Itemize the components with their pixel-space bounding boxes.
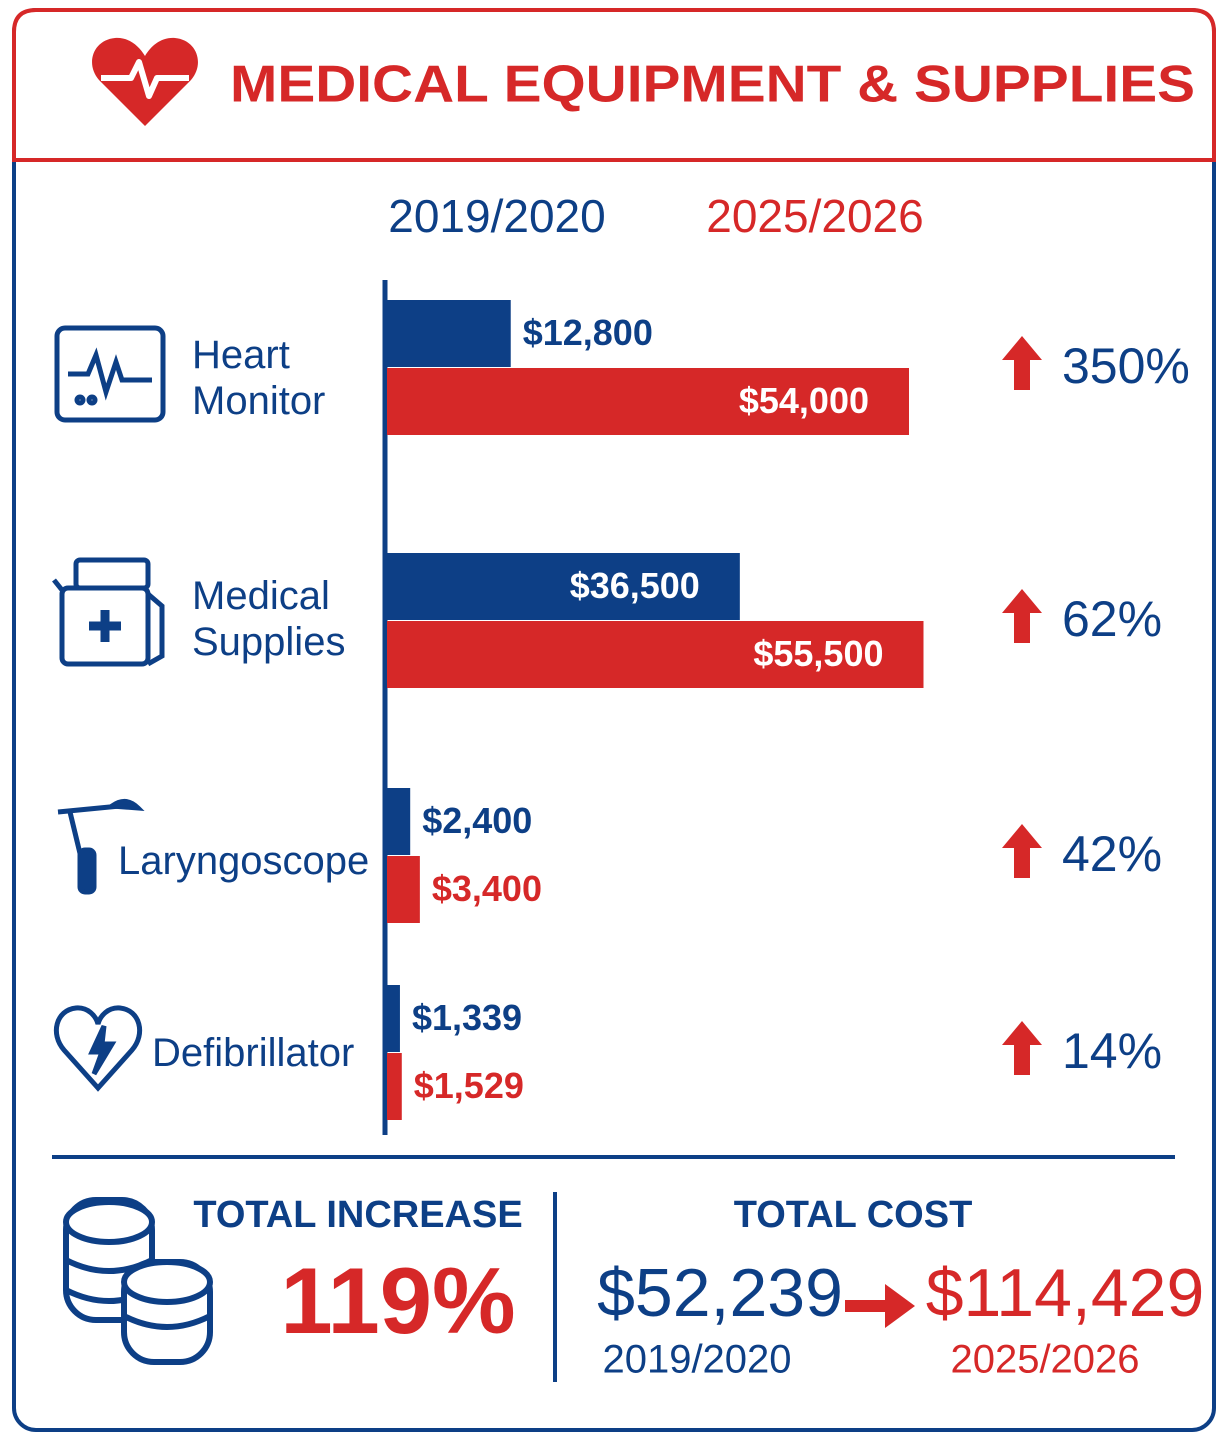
bar-value-label: $2,400 (422, 800, 532, 841)
period-label: 2025/2026 (950, 1338, 1139, 1382)
laryngoscope-icon (57, 799, 145, 895)
bar (387, 856, 420, 923)
defibrillator-icon (53, 1005, 143, 1092)
change-label: 42% (1062, 826, 1162, 882)
total-increase: 119% (280, 1248, 515, 1353)
bar-value-label: $1,339 (412, 997, 522, 1038)
bar-value-label: $12,800 (523, 312, 653, 353)
change-arrow (1002, 589, 1042, 643)
change-arrow (1002, 1021, 1042, 1075)
bar (387, 1053, 402, 1120)
change-label: 14% (1062, 1023, 1162, 1079)
legend-label: 2025/2026 (706, 190, 923, 242)
summary-heading: TOTAL COST (734, 1194, 973, 1236)
change-arrow (1002, 336, 1042, 390)
bar-value-label: $36,500 (570, 565, 700, 606)
bar (387, 553, 740, 620)
category-label: Laryngoscope (118, 839, 370, 883)
category-label: Heart Monitor (192, 333, 326, 423)
arrow-icon (845, 1284, 915, 1328)
total-cost-from: $52,239 (597, 1255, 843, 1331)
bar (387, 788, 411, 855)
bar-value-label: $3,400 (432, 868, 542, 909)
bar-value-label: $1,529 (414, 1065, 524, 1106)
monitor-icon (54, 325, 166, 423)
total-cost-to: $114,429 (926, 1255, 1205, 1331)
coins-icon (63, 1197, 213, 1365)
heart-icon (92, 37, 198, 126)
header-box (12, 8, 1216, 162)
bar (387, 621, 924, 688)
bar-value-label: $55,500 (753, 633, 883, 674)
chart-title: MEDICAL EQUIPMENT & SUPPLIES (230, 56, 1195, 114)
period-label: 2019/2020 (602, 1338, 791, 1382)
kit-icon (52, 557, 165, 667)
bar (387, 300, 511, 367)
category-label: Medical Supplies (192, 574, 346, 664)
legend-label: 2019/2020 (388, 190, 605, 242)
bar-value-label: $54,000 (739, 380, 869, 421)
category-label: Defibrillator (152, 1031, 355, 1075)
change-label: 350% (1062, 338, 1190, 394)
change-arrow (1002, 824, 1042, 878)
bar (387, 985, 400, 1052)
change-label: 62% (1062, 591, 1162, 647)
summary-heading: TOTAL INCREASE (193, 1194, 522, 1236)
bar (387, 368, 909, 435)
